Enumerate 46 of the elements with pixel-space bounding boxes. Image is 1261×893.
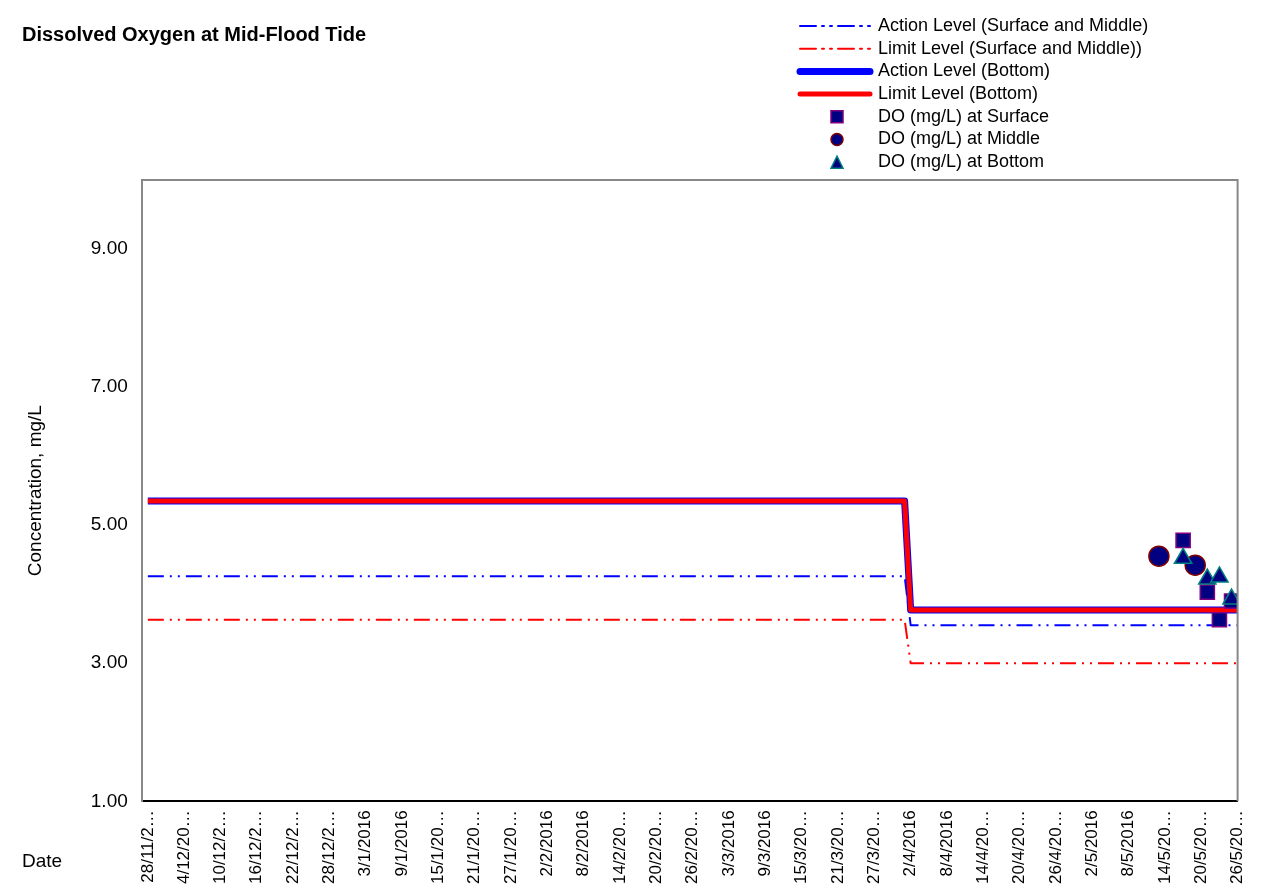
x-tick-label: 26/5/20… bbox=[1227, 810, 1247, 885]
legend-label: DO (mg/L) at Bottom bbox=[878, 151, 1045, 172]
x-tick-label: 2/4/2016 bbox=[900, 810, 920, 877]
x-tick-label: 2/5/2016 bbox=[1081, 810, 1101, 877]
chart-title: Dissolved Oxygen at Mid-Flood Tide bbox=[22, 22, 367, 45]
x-tick-label: 27/3/20… bbox=[864, 810, 884, 885]
x-tick-label: 3/3/2016 bbox=[718, 810, 738, 877]
x-tick-label: 15/1/20… bbox=[428, 810, 448, 885]
x-tick-label: 14/5/20… bbox=[1154, 810, 1174, 885]
x-tick-label: 2/2/2016 bbox=[537, 810, 557, 877]
x-tick-label: 26/4/20… bbox=[1045, 810, 1065, 885]
legend-label: DO (mg/L) at Middle bbox=[878, 128, 1041, 149]
x-tick-label: 3/1/2016 bbox=[355, 810, 375, 877]
x-tick-label: 9/1/2016 bbox=[391, 810, 411, 877]
x-tick-label: 21/3/20… bbox=[827, 810, 847, 885]
legend-label: Limit Level (Bottom) bbox=[878, 83, 1039, 104]
x-tick-label: 20/5/20… bbox=[1190, 810, 1210, 885]
x-tick-label: 28/11/2… bbox=[137, 810, 157, 883]
x-tick-label: 20/2/20… bbox=[646, 810, 666, 885]
x-tick-label: 8/2/2016 bbox=[573, 810, 593, 877]
x-tick-label: 14/4/20… bbox=[973, 810, 993, 885]
y-tick-label: 1.00 bbox=[90, 789, 128, 811]
y-tick-label: 7.00 bbox=[90, 375, 128, 397]
x-tick-label: 26/2/20… bbox=[682, 810, 702, 885]
x-tick-label: 10/12/2… bbox=[210, 810, 230, 885]
y-tick-label: 3.00 bbox=[90, 651, 128, 673]
x-tick-label: 8/4/2016 bbox=[936, 810, 956, 877]
x-tick-label: 28/12/2… bbox=[319, 810, 339, 885]
x-axis-title: Date bbox=[22, 850, 63, 872]
x-tick-label: 21/1/20… bbox=[464, 810, 484, 885]
x-tick-label: 20/4/20… bbox=[1009, 810, 1029, 885]
x-tick-label: 8/5/2016 bbox=[1118, 810, 1138, 877]
x-tick-label: 16/12/2… bbox=[246, 810, 266, 885]
x-tick-label: 15/3/20… bbox=[791, 810, 811, 885]
legend-label: DO (mg/L) at Surface bbox=[878, 105, 1050, 126]
legend-label: Limit Level (Surface and Middle)) bbox=[878, 37, 1143, 58]
y-tick-label: 5.00 bbox=[90, 513, 128, 535]
x-tick-label: 9/3/2016 bbox=[755, 810, 775, 877]
legend-label: Action Level (Bottom) bbox=[878, 60, 1051, 81]
x-tick-label: 22/12/2… bbox=[282, 810, 302, 885]
x-tick-label: 14/2/20… bbox=[609, 810, 629, 885]
y-tick-label: 9.00 bbox=[90, 237, 128, 259]
x-tick-label: 4/12/20… bbox=[173, 810, 193, 885]
y-axis-title: Concentration, mg/L bbox=[23, 405, 45, 577]
legend-label: Action Level (Surface and Middle) bbox=[878, 14, 1149, 35]
x-tick-label: 27/1/20… bbox=[500, 810, 520, 885]
